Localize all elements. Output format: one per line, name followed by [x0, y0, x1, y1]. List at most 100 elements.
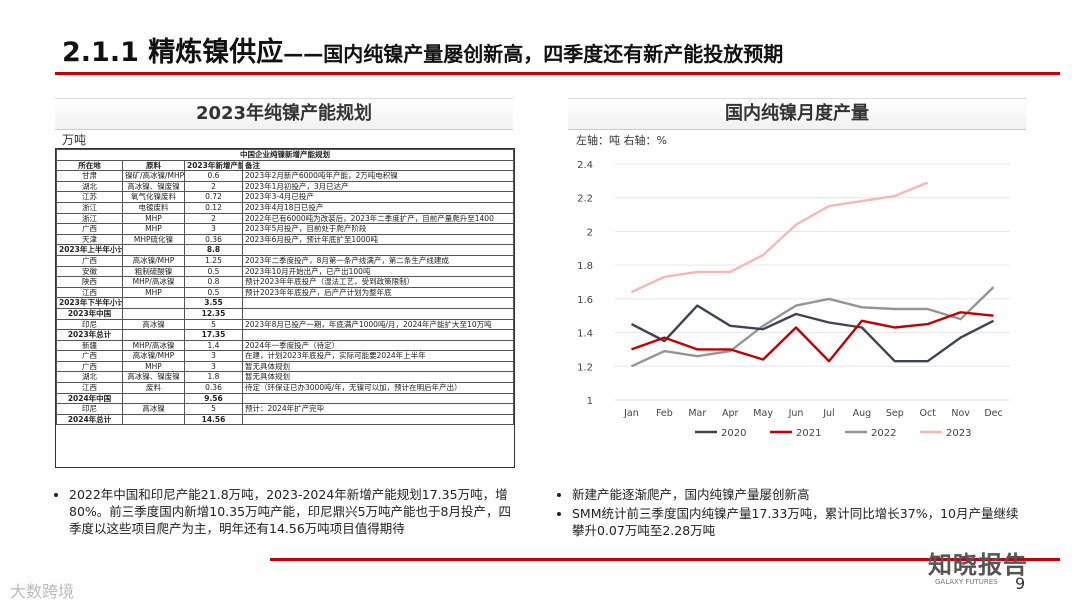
- table-cell: 2: [184, 212, 243, 225]
- monthly-output-chart: 1 1.2 1.4 1.6 1.8 2 2.2 2.4 Jan Feb Mar Apr May Jun Ju…: [577, 160, 1010, 439]
- x-tick-label: Aug: [853, 408, 872, 419]
- table-row: 安徽 粗制硫酸镍 0.5 2023年10月开始出产，已产出100吨: [56, 265, 514, 278]
- y-tick-label: 2.2: [577, 194, 593, 205]
- table-row: 印尼 高冰镍 5 预计：2024年扩产完毕: [56, 403, 514, 415]
- table-cell: MHP: [122, 223, 185, 235]
- table-row: 印尼 高冰镍 5 2023年8月已投产一期，年底满产1000吨/月，2024年产能扩大…: [56, 318, 514, 331]
- table-cell: 14.56: [184, 413, 243, 426]
- table-cell: [242, 392, 514, 405]
- table-cell: MHP: [122, 286, 185, 299]
- table-cell: 印尼: [56, 403, 123, 415]
- table-cell: 2023年4月18日已投产: [242, 201, 514, 214]
- y-tick-label: 1.8: [577, 261, 593, 272]
- page-title: 2.1.1 精炼镍供应——国内纯镍产量屡创新高，四季度还有新产能投放预期: [62, 30, 783, 69]
- table-row: 湖北 高冰镍、镍废镍 2 2023年1月初投产，3月已达产: [56, 180, 514, 193]
- table-cell: 5: [184, 318, 243, 331]
- y-tick-label: 1: [587, 396, 593, 407]
- table-cell: 预计2023年年底投产，后产产计划为整年底: [242, 286, 514, 299]
- legend-label: 2021: [796, 428, 821, 439]
- table-cell: [122, 392, 185, 405]
- table-subtotal-row: 2024年总计 14.56: [56, 413, 514, 426]
- x-tick-label: Sep: [886, 408, 904, 419]
- table-cell: [242, 244, 514, 256]
- footer-divider: [270, 558, 1060, 561]
- table-cell: 高冰镍: [122, 318, 185, 331]
- table-cell: 印尼: [56, 318, 123, 331]
- table-cell: 甘肃: [56, 170, 123, 182]
- table-cell: 12.35: [184, 307, 243, 320]
- y-tick-label: 2: [587, 227, 593, 238]
- x-tick-label: Feb: [656, 408, 673, 419]
- table-cell: 废料: [122, 382, 185, 394]
- x-tick-label: May: [753, 408, 773, 419]
- page-number: 9: [1015, 574, 1026, 593]
- table-cell: 2023年上半年小计: [56, 244, 123, 256]
- table-cell: 2023年1月初投产，3月已达产: [242, 180, 514, 193]
- table-cell: 浙江: [56, 212, 123, 225]
- x-tick-label: Apr: [722, 408, 739, 419]
- table-cell: 2: [184, 180, 243, 193]
- table-cell: 广西: [56, 223, 123, 235]
- right-panel-heading: 国内纯镍月度产量: [568, 98, 1026, 130]
- table-cell: 新疆: [56, 339, 123, 352]
- table-cell: [242, 413, 514, 426]
- table-subtotal-row: 2024年中国 9.56: [56, 392, 514, 405]
- table-cell: 暂无具体规划: [242, 371, 514, 384]
- legend-label: 2022: [871, 428, 896, 439]
- table-cell: 暂无具体规划: [242, 360, 514, 373]
- table-cell: 0.8: [184, 276, 243, 288]
- table-cell: 陕西: [56, 276, 123, 288]
- capacity-table: 中国企业纯镍新增产能规划 所在地 原料 2023年新增产能E 备注 甘肃镍矿/高…: [55, 148, 515, 468]
- table-cell: 0.36: [184, 382, 243, 394]
- table-header-cell: 备注: [242, 159, 514, 172]
- x-tick-label: Nov: [951, 408, 970, 419]
- table-cell: 高冰镍/MHP: [122, 254, 185, 267]
- table-cell: 17.35: [184, 329, 243, 341]
- table-cell: 高冰镍: [122, 403, 185, 415]
- table-cell: 2023年5月投产，目前处于爬产阶段: [242, 223, 514, 235]
- table-cell: 0.12: [184, 201, 243, 214]
- table-row: 广西 MHP 3 2023年5月投产，目前处于爬产阶段: [56, 223, 514, 235]
- x-tick-label: Dec: [984, 408, 1002, 419]
- bullet-item: SMM统计前三季度国内纯镍产量17.33万吨，累计同比增长37%，10月产量继续…: [572, 505, 1028, 539]
- table-cell: 3: [184, 350, 243, 362]
- table-cell: [242, 297, 514, 309]
- table-cell: 广西: [56, 350, 123, 362]
- series-line-2022: [630, 286, 995, 368]
- table-row: 广西 MHP 3 暂无具体规划: [56, 360, 514, 373]
- x-tick-label: Jan: [623, 408, 639, 419]
- table-cell: [122, 329, 185, 341]
- table-header-cell: 原料: [122, 159, 185, 172]
- table-cell: [242, 329, 514, 341]
- table-cell: 湖北: [56, 371, 123, 384]
- y-tick-label: 1.6: [577, 295, 593, 306]
- table-row: 广西 高冰镍/MHP 1.25 2023年二季度投产，8月第一条产线满产，第二条生产线…: [56, 254, 514, 267]
- table-cell: 0.6: [184, 170, 243, 182]
- table-cell: 天津: [56, 233, 123, 246]
- table-cell: 预计2023年年底投产（湿法工艺，受到政策限制）: [242, 276, 514, 288]
- table-cell: 镍矿/高冰镍/MHP: [122, 170, 185, 182]
- table-cell: [122, 307, 185, 320]
- table-subtotal-row: 2023年下半年小计 3.55: [56, 297, 514, 309]
- table-cell: 2023年3-4月已投产: [242, 191, 514, 203]
- table-row: 湖北 高冰镍、镍废镍 1.8 暂无具体规划: [56, 371, 514, 384]
- brand-logo: 知晓报告: [928, 551, 1028, 579]
- table-cell: MHP硫化镍: [122, 233, 185, 246]
- table-cell: 浙江: [56, 201, 123, 214]
- table-cell: MHP: [122, 360, 185, 373]
- legend-label: 2020: [721, 428, 746, 439]
- table-cell: 粗制硫酸镍: [122, 265, 185, 278]
- table-row: 新疆 MHP/高冰镍 1.4 2024年一季度投产（待定）: [56, 339, 514, 352]
- table-cell: 安徽: [56, 265, 123, 278]
- table-cell: 2023年中国: [56, 307, 123, 320]
- table-cell: [122, 413, 185, 426]
- table-header-cell: 所在地: [56, 159, 123, 172]
- bullet-item: 2022年中国和印尼产能21.8万吨，2023-2024年新增产能规划17.35…: [69, 486, 515, 537]
- table-row: 浙江 电镀废料 0.12 2023年4月18日已投产: [56, 201, 514, 214]
- table-cell: 氧气化镍废料: [122, 191, 185, 203]
- watermark: 大数跨境: [10, 582, 75, 601]
- table-cell: 1.8: [184, 371, 243, 384]
- left-bullets: 2022年中国和印尼产能21.8万吨，2023-2024年新增产能规划17.35…: [55, 486, 515, 539]
- table-cell: 9.56: [184, 392, 243, 405]
- table-cell: 电镀废料: [122, 201, 185, 214]
